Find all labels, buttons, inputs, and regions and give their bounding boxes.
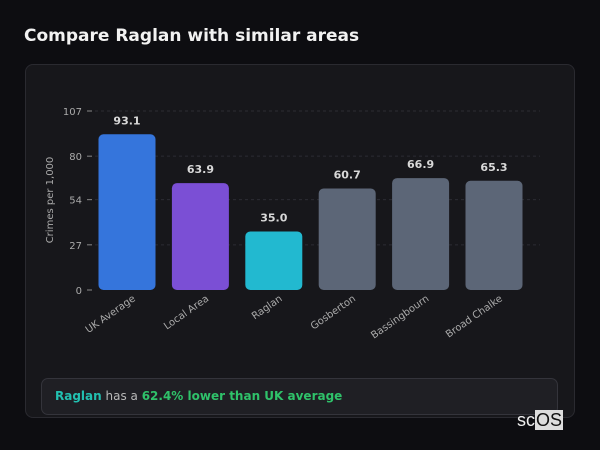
insight-text: has a (101, 389, 142, 403)
data-label: 63.9 (187, 163, 214, 176)
y-tick-label: 0 (76, 286, 82, 297)
y-tick-label: 107 (63, 107, 82, 118)
y-tick-label: 54 (69, 196, 82, 207)
x-tick-label: Broad Chalke (444, 293, 505, 340)
data-label: 60.7 (334, 168, 361, 181)
page-title: Compare Raglan with similar areas (24, 26, 360, 46)
x-tick-label: Bassingbourn (369, 293, 431, 341)
x-tick-label: Gosberton (309, 293, 358, 332)
x-tick-label: UK Average (84, 293, 138, 335)
insight-box: Raglan has a 62.4% lower than UK average (41, 378, 558, 415)
bar[interactable] (171, 183, 229, 290)
y-tick-label: 27 (69, 241, 82, 252)
scos-logo: scOS (517, 410, 564, 430)
bar[interactable] (318, 188, 376, 290)
x-tick-label: Raglan (250, 293, 285, 322)
y-tick-label: 80 (69, 152, 82, 163)
insight-place: Raglan (55, 389, 102, 403)
data-label: 66.9 (407, 158, 434, 171)
bar[interactable] (245, 231, 303, 290)
data-label: 35.0 (260, 211, 287, 224)
bar[interactable] (465, 180, 523, 290)
x-tick-label: Local Area (162, 293, 211, 332)
data-label: 93.1 (113, 114, 140, 127)
bar[interactable] (98, 134, 156, 290)
bar[interactable] (392, 178, 450, 290)
insight-highlight: 62.4% lower than UK average (141, 389, 343, 403)
y-axis-label: Crimes per 1,000 (45, 157, 56, 244)
data-label: 65.3 (480, 161, 507, 174)
